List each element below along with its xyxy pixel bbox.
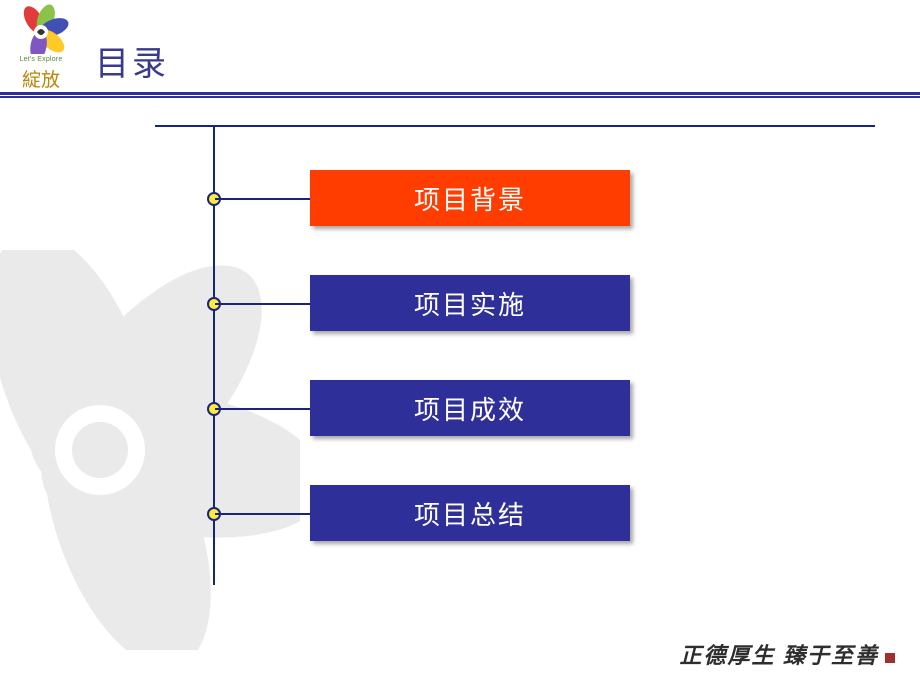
seal-icon — [885, 653, 895, 663]
toc-item-box[interactable]: 项目成效 — [310, 380, 630, 436]
logo-brand: 綻放 — [22, 65, 60, 92]
logo: Let's Explore 綻放 — [6, 4, 76, 104]
toc-connector-line — [215, 198, 310, 200]
diagram-top-line — [155, 125, 875, 127]
toc-row: 项目成效 — [155, 380, 875, 436]
toc-item-box[interactable]: 项目实施 — [310, 275, 630, 331]
toc-connector-line — [215, 408, 310, 410]
toc-diagram: 项目背景项目实施项目成效项目总结 — [155, 125, 875, 585]
toc-connector-line — [215, 303, 310, 305]
footer-motto-text: 正德厚生 臻于至善 — [679, 643, 879, 668]
toc-row: 项目总结 — [155, 485, 875, 541]
toc-row: 项目实施 — [155, 275, 875, 331]
page-title: 目录 — [95, 36, 169, 85]
footer-motto: 正德厚生 臻于至善 — [679, 638, 895, 670]
toc-item-box[interactable]: 项目背景 — [310, 170, 630, 226]
logo-subtext: Let's Explore — [20, 56, 63, 63]
title-rule — [0, 92, 920, 98]
toc-row: 项目背景 — [155, 170, 875, 226]
toc-connector-line — [215, 513, 310, 515]
logo-flower-icon — [11, 4, 71, 54]
toc-item-box[interactable]: 项目总结 — [310, 485, 630, 541]
